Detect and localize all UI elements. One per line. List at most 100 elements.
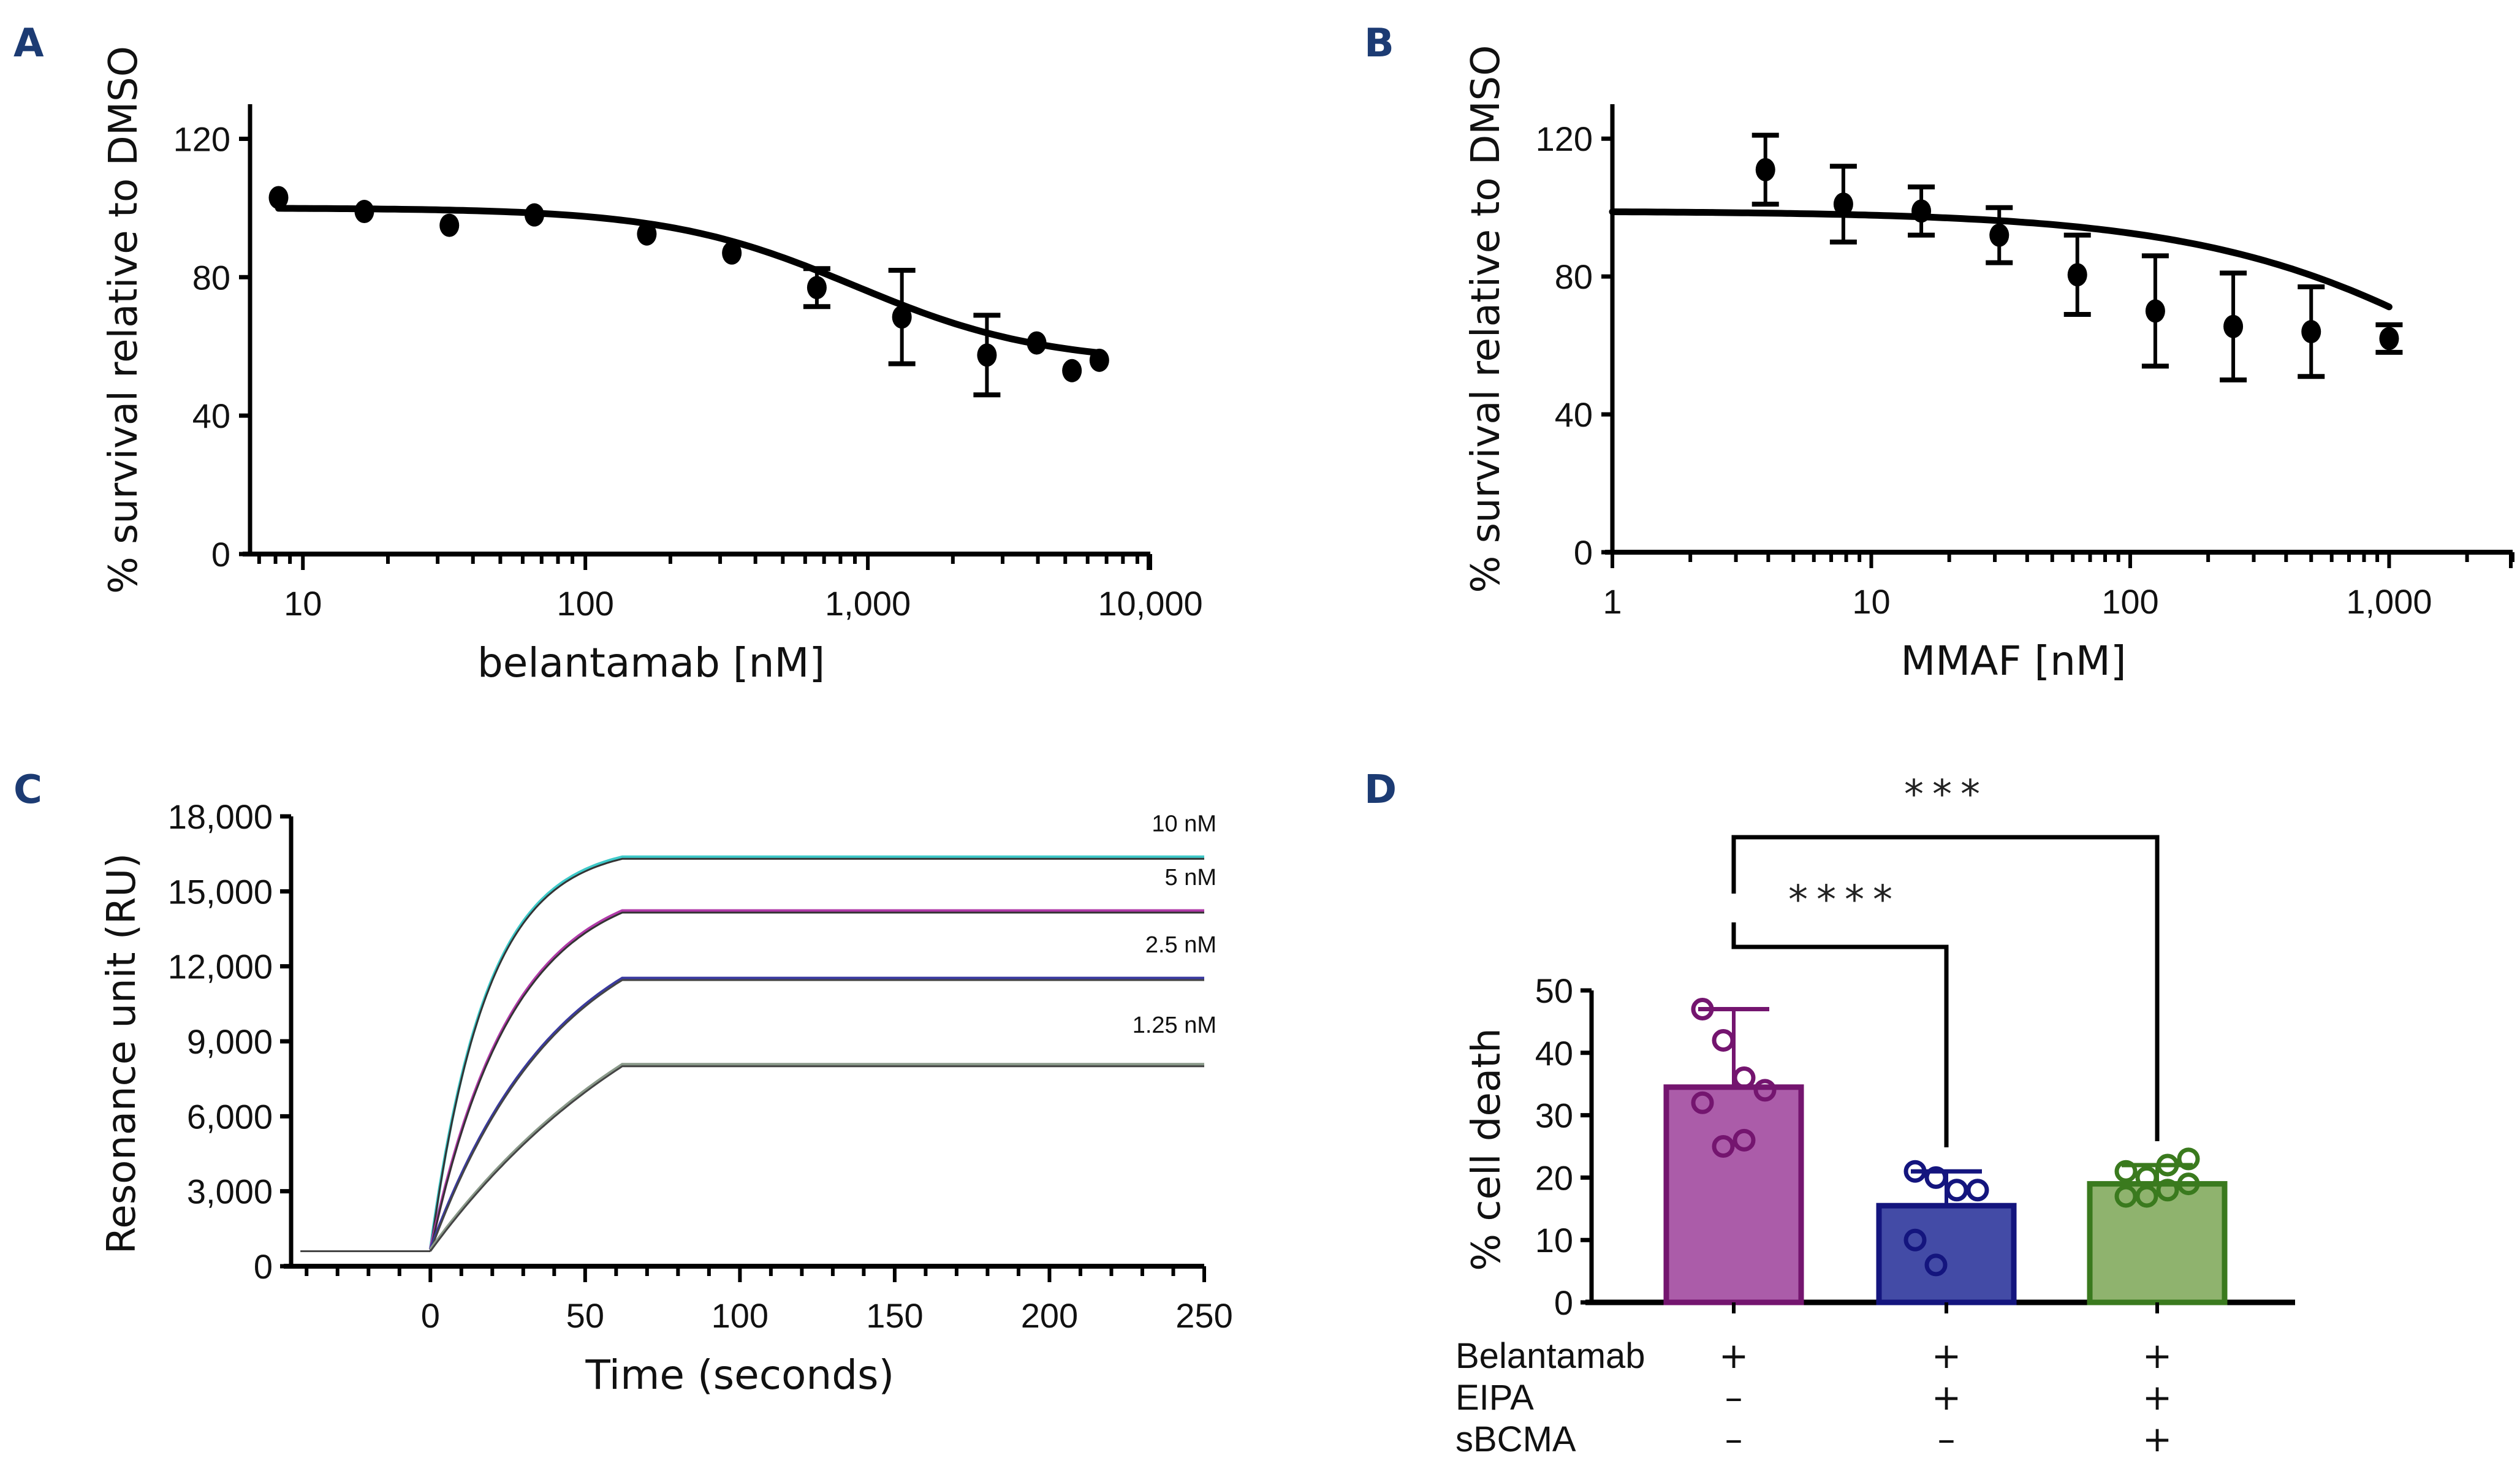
significance-label: **** <box>1788 878 1901 923</box>
y-tick-label: 0 <box>211 535 230 574</box>
data-point <box>1911 199 1932 223</box>
significance-bracket <box>1731 922 1949 1147</box>
y-tick-label: 6,000 <box>187 1097 273 1136</box>
y-axis-title: % survival relative to DMSO <box>101 46 146 594</box>
data-point <box>1691 1091 1714 1114</box>
y-tick-label: 15,000 <box>168 872 273 911</box>
x-tick-label: 1,000 <box>2346 582 2432 621</box>
x-tick-label: 150 <box>866 1296 923 1335</box>
data-point <box>439 213 460 237</box>
concentration-label: 10 nM <box>1152 811 1216 837</box>
y-axis-title: % cell death <box>1464 1028 1509 1271</box>
data-point <box>2156 1153 2179 1177</box>
y-axis-title: Resonance unit (RU) <box>99 853 145 1254</box>
panel-letter-a: A <box>13 21 44 66</box>
y-tick-label: 120 <box>173 120 230 158</box>
x-axis-title: Time (seconds) <box>585 1351 894 1399</box>
concentration-label: 2.5 nM <box>1145 932 1216 958</box>
data-point <box>722 241 742 265</box>
data-point <box>1833 192 1853 216</box>
y-tick-label: 0 <box>254 1247 273 1286</box>
sensorgram-trace <box>428 976 1204 1250</box>
y-tick-label: 40 <box>192 397 230 435</box>
data-point <box>1712 1135 1735 1158</box>
condition-sign: – <box>1725 1418 1743 1460</box>
significance-bracket <box>1731 835 2160 1141</box>
sensorgram-trace <box>428 855 1204 1250</box>
fit-curve <box>275 205 1103 357</box>
panel-c-chart: 0 3,000 6,000 9,000 12,000 15,000 18,000 0 50 100… <box>99 797 1233 1399</box>
data-point <box>2301 320 2321 344</box>
condition-row-label: EIPA <box>1455 1378 1534 1418</box>
x-tick-label: 10 <box>284 584 322 623</box>
data-point <box>1733 1066 1756 1090</box>
bar <box>2087 1181 2228 1305</box>
condition-sign: + <box>2142 1377 2173 1418</box>
data-point <box>892 305 912 329</box>
y-tick-label: 80 <box>1555 257 1593 296</box>
fit-trace <box>429 911 1204 1252</box>
condition-sign: + <box>1932 1377 1962 1418</box>
fit-trace <box>429 857 1204 1252</box>
x-tick-label: 10 <box>1852 582 1890 621</box>
x-tick-label: 100 <box>712 1296 769 1335</box>
data-point <box>1755 158 1775 181</box>
data-point <box>806 276 827 300</box>
panel-letter-d: D <box>1364 767 1397 813</box>
data-point <box>1945 1179 1968 1202</box>
x-tick-label: 0 <box>421 1296 440 1335</box>
data-point <box>977 343 997 367</box>
concentration-label: 5 nM <box>1165 865 1216 891</box>
y-tick-label: 12,000 <box>168 948 273 986</box>
y-tick-label: 20 <box>1535 1158 1573 1197</box>
data-point <box>1733 1128 1756 1152</box>
condition-sign: – <box>1725 1377 1743 1418</box>
panel-letter-b: B <box>1364 21 1394 66</box>
x-tick-label: 1,000 <box>825 584 911 623</box>
y-tick-label: 40 <box>1535 1034 1573 1073</box>
data-point <box>1712 1028 1735 1052</box>
condition-row-label: Belantamab <box>1455 1336 1645 1376</box>
y-tick-label: 120 <box>1536 120 1593 158</box>
data-point <box>2114 1160 2138 1183</box>
y-tick-label: 50 <box>1535 971 1573 1010</box>
data-point <box>2145 299 2165 323</box>
bar <box>1663 1084 1804 1305</box>
y-tick-label: 9,000 <box>187 1022 273 1061</box>
fit-trace <box>429 979 1204 1252</box>
data-point <box>1089 348 1109 372</box>
data-point <box>2156 1179 2179 1202</box>
y-tick-label: 30 <box>1535 1096 1573 1135</box>
y-tick-label: 10 <box>1535 1221 1573 1259</box>
significance-label: *** <box>1904 772 1989 818</box>
x-axis-title: MMAF [nM] <box>1900 637 2126 685</box>
y-tick-label: 40 <box>1555 395 1593 434</box>
y-tick-label: 80 <box>192 258 230 297</box>
fit-trace <box>430 1065 1204 1252</box>
data-point <box>2067 263 2087 287</box>
bar <box>1876 1202 2017 1305</box>
data-point <box>1924 1253 1948 1277</box>
data-point <box>2135 1185 2158 1208</box>
condition-sign: + <box>1932 1335 1962 1377</box>
data-point <box>1903 1228 1927 1252</box>
sensorgram-trace <box>429 1063 1204 1250</box>
panel-a-chart: 0 40 80 120 10 100 1,000 10,000 belantamab [nM]%… <box>101 46 1203 686</box>
concentration-label: 1.25 nM <box>1133 1012 1216 1038</box>
data-point <box>524 203 544 227</box>
data-point <box>1966 1179 1989 1202</box>
y-tick-label: 0 <box>1574 533 1593 572</box>
y-axis-title: % survival relative to DMSO <box>1463 45 1509 593</box>
y-tick-label: 18,000 <box>168 797 273 836</box>
data-point <box>1903 1160 1927 1183</box>
data-point <box>2223 314 2244 338</box>
condition-sign: + <box>1719 1335 1749 1377</box>
data-point <box>1753 1079 1777 1102</box>
x-tick-label: 200 <box>1021 1296 1078 1335</box>
condition-sign: + <box>2142 1418 2173 1460</box>
condition-sign: – <box>1938 1418 1956 1460</box>
x-axis-title: belantamab [nM] <box>477 639 825 686</box>
x-tick-label: 250 <box>1175 1296 1232 1335</box>
